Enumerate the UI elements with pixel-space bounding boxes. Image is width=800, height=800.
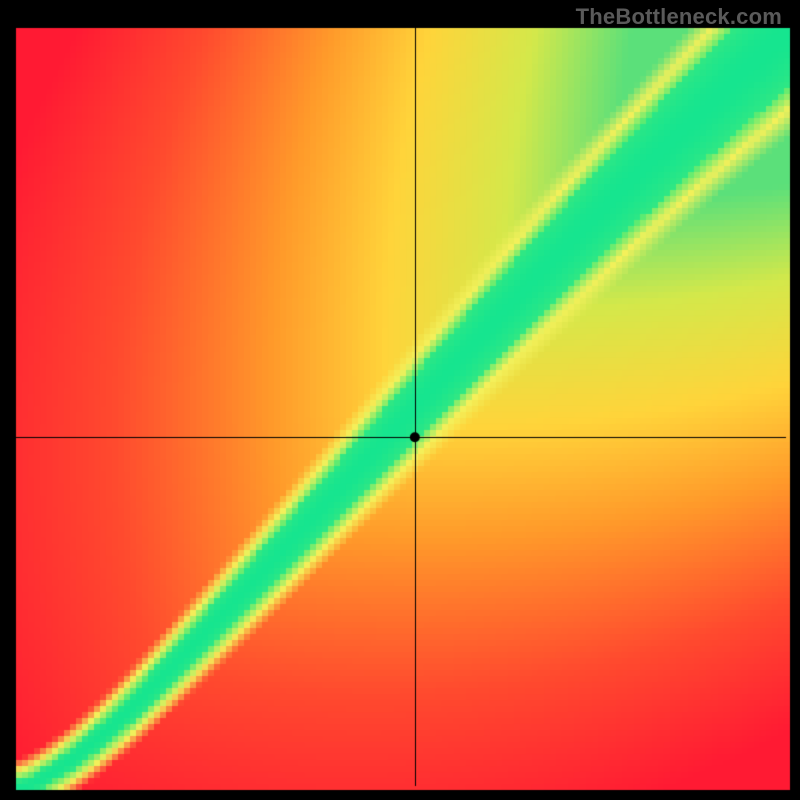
- chart-container: TheBottleneck.com: [0, 0, 800, 800]
- bottleneck-heatmap: [0, 0, 800, 800]
